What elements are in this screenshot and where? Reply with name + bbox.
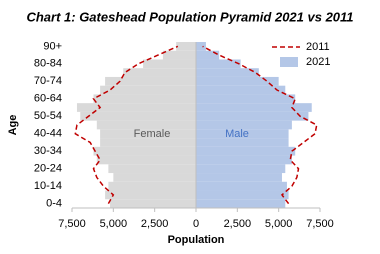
x-tick-label: 2,500 [141,218,169,230]
y-tick-label: 70-74 [34,75,62,87]
x-axis-title: Population [168,234,225,246]
y-tick-label: 30-34 [34,145,62,157]
bar [196,120,292,130]
y-tick-label: 80-84 [34,58,62,70]
y-tick-label: 0-4 [46,198,62,210]
legend-label: 2021 [306,56,330,68]
bar [196,146,296,156]
x-tick-label: 7,500 [58,218,86,230]
bar [105,76,196,86]
bar [196,181,287,191]
bar [100,129,196,139]
chart-title: Chart 1: Gateshead Population Pyramid 20… [26,9,353,24]
bar [196,111,309,121]
bar [100,85,196,95]
bar [196,190,289,200]
bar [176,42,196,51]
bar [105,190,196,200]
bar [143,59,196,69]
bar [196,59,241,69]
bar [196,138,289,147]
x-tick-label: 5,000 [100,218,128,230]
bar [196,129,289,139]
x-tick-label: 5,000 [265,218,293,230]
y-tick-label: 60-64 [34,93,62,105]
bar [80,111,196,121]
y-tick-label: 50-54 [34,110,62,122]
line [202,45,318,205]
line [74,45,179,205]
bar [96,155,196,165]
bar [196,85,286,95]
bar [196,103,312,112]
x-tick-label: 2,500 [224,218,252,230]
bar [113,173,196,182]
bar [110,199,196,208]
bar [196,173,282,182]
bar [93,146,196,156]
bar [100,138,196,147]
bar [162,50,196,60]
bar [196,42,206,51]
bar [196,199,286,208]
bar [76,103,196,112]
bar [108,181,196,191]
y-axis-title: Age [7,115,19,136]
bar [196,155,292,165]
bar [196,164,286,174]
y-tick-label: 90+ [43,40,62,52]
bar [123,68,196,77]
y-tick-label: 40-44 [34,128,62,140]
bar [196,94,296,104]
legend-swatch [280,57,298,67]
annotation: Female [134,128,171,140]
y-tick-label: 10-14 [34,180,62,192]
bar [196,76,279,86]
x-tick-label: 7,500 [306,218,334,230]
bar [96,120,196,130]
bar [108,164,196,174]
bar [196,68,259,77]
annotation: Male [225,128,249,140]
bar [93,94,196,104]
x-tick-label: 0 [193,218,199,230]
bar [196,50,220,60]
y-tick-label: 20-24 [34,163,62,175]
legend-label: 2011 [306,41,330,53]
